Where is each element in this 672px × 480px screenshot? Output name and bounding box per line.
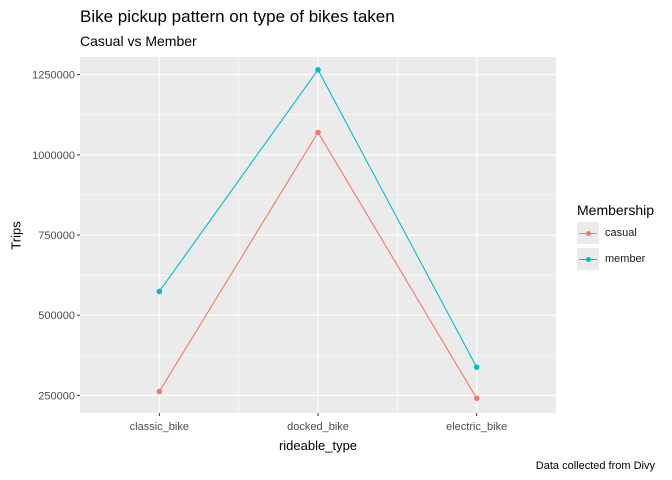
legend-key-casual bbox=[577, 222, 599, 244]
grid-lines bbox=[80, 57, 556, 413]
y-tick-label: 1250000 bbox=[32, 70, 75, 82]
data-point-member bbox=[315, 67, 321, 73]
x-tick-label: classic_bike bbox=[130, 421, 189, 433]
x-tick-label: electric_bike bbox=[446, 421, 507, 433]
data-point-member bbox=[473, 364, 480, 370]
legend-point-member bbox=[585, 256, 591, 262]
chart-caption: Data collected from Divy bbox=[535, 460, 655, 472]
legend-key-member bbox=[577, 248, 599, 270]
data-point-member bbox=[156, 288, 163, 295]
y-axis-label: Trips bbox=[8, 221, 24, 250]
legend-label-casual: casual bbox=[605, 227, 637, 239]
chart-subtitle: Casual vs Member bbox=[80, 33, 197, 49]
y-tick-label: 750000 bbox=[38, 230, 75, 242]
y-tick-label: 1000000 bbox=[32, 150, 75, 162]
data-point-casual bbox=[315, 129, 321, 136]
legend-point-casual bbox=[585, 230, 591, 236]
y-tick-label: 500000 bbox=[38, 310, 75, 322]
legend-title: Membership bbox=[577, 202, 655, 218]
y-tick-label: 250000 bbox=[38, 390, 75, 402]
axes: 250000 500000 750000 1000000 1250000 classic_… bbox=[32, 70, 507, 433]
legend-item-casual: casual bbox=[577, 222, 654, 244]
legend-item-member: member bbox=[577, 248, 654, 270]
chart-title: Bike pickup pattern on type of bikes tak… bbox=[80, 7, 395, 26]
data-point-casual bbox=[473, 395, 480, 402]
series-layer bbox=[156, 67, 480, 402]
legend: Membership casual member bbox=[577, 202, 654, 270]
legend-label-member: member bbox=[605, 253, 646, 265]
x-axis-label: rideable_type bbox=[278, 438, 358, 453]
x-tick-label: docked_bike bbox=[287, 421, 349, 433]
data-point-casual bbox=[156, 388, 163, 395]
